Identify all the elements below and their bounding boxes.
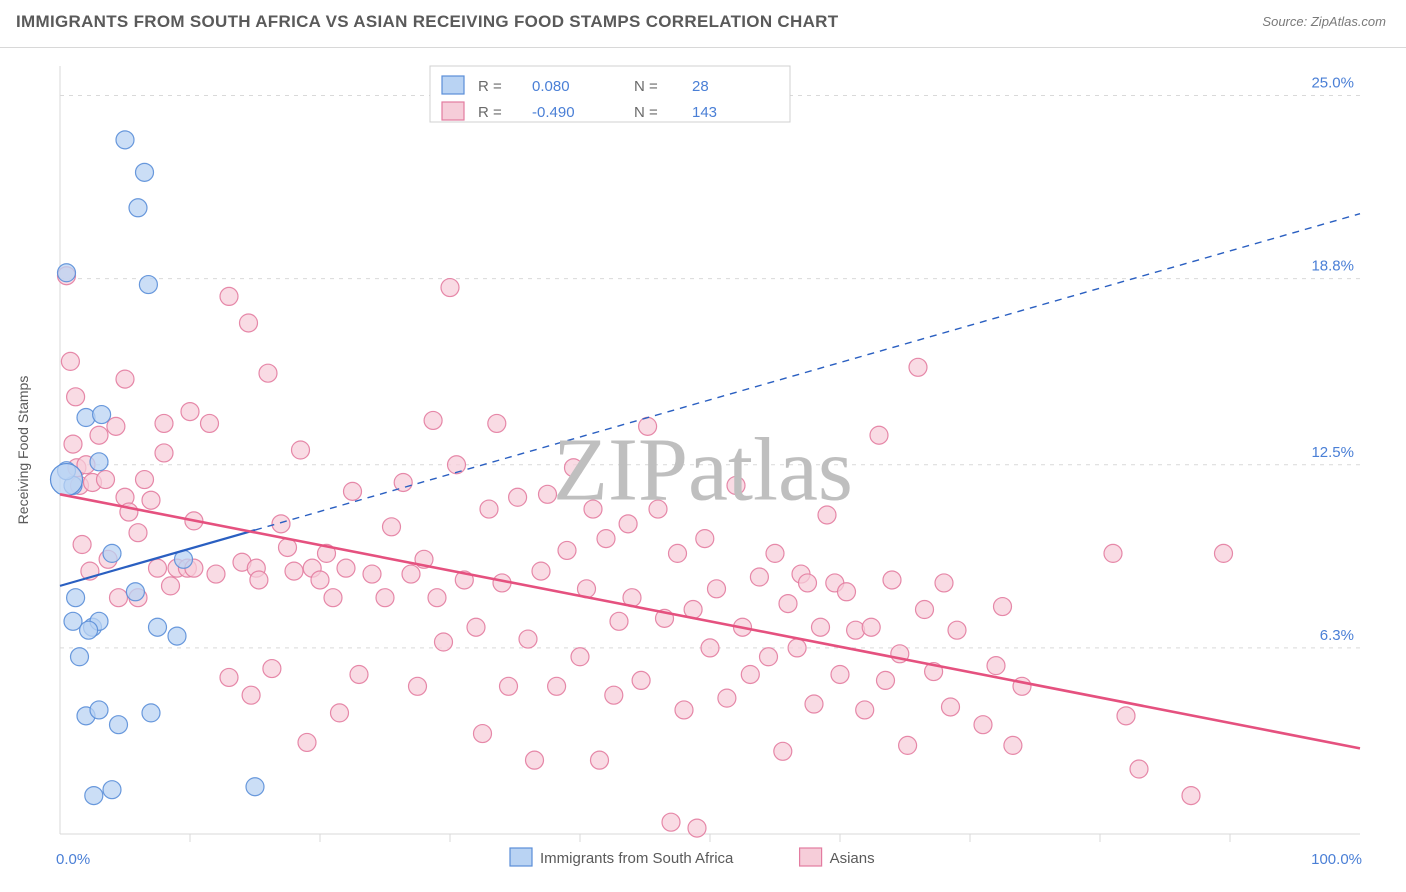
- chart-area: ZIPatlas 6.3%12.5%18.8%25.0%0.0%100.0%Re…: [0, 48, 1406, 892]
- source-value: ZipAtlas.com: [1311, 14, 1386, 29]
- svg-text:0.080: 0.080: [532, 78, 570, 95]
- svg-text:28: 28: [692, 78, 709, 95]
- svg-text:12.5%: 12.5%: [1311, 444, 1354, 461]
- scatter-chart-svg: 6.3% 12.5% 18.8% 25.0% 0.0% 100.0% Receiving F…: [0, 48, 1406, 892]
- chart-header: IMMIGRANTS FROM SOUTH AFRICA VS ASIAN RE…: [0, 0, 1406, 48]
- svg-text:N =: N =: [634, 104, 658, 121]
- svg-text:6.3%: 6.3%: [1320, 627, 1354, 644]
- chart-title: IMMIGRANTS FROM SOUTH AFRICA VS ASIAN RE…: [16, 12, 838, 31]
- svg-text:R =: R =: [478, 78, 502, 95]
- source-label: Source:: [1262, 14, 1307, 29]
- svg-text:Asians: Asians: [830, 850, 875, 867]
- svg-text:25.0%: 25.0%: [1311, 75, 1354, 92]
- svg-text:100.0%: 100.0%: [1311, 851, 1362, 868]
- svg-text:Receiving Food Stamps: Receiving Food Stamps: [15, 376, 31, 525]
- svg-text:143: 143: [692, 104, 717, 121]
- source-attribution: Source: ZipAtlas.com: [1262, 14, 1386, 29]
- svg-text:0.0%: 0.0%: [56, 851, 90, 868]
- svg-text:R =: R =: [478, 104, 502, 121]
- svg-text:N =: N =: [634, 78, 658, 95]
- svg-text:18.8%: 18.8%: [1311, 258, 1354, 275]
- svg-text:-0.490: -0.490: [532, 104, 575, 121]
- svg-text:Immigrants from South Africa: Immigrants from South Africa: [540, 850, 734, 867]
